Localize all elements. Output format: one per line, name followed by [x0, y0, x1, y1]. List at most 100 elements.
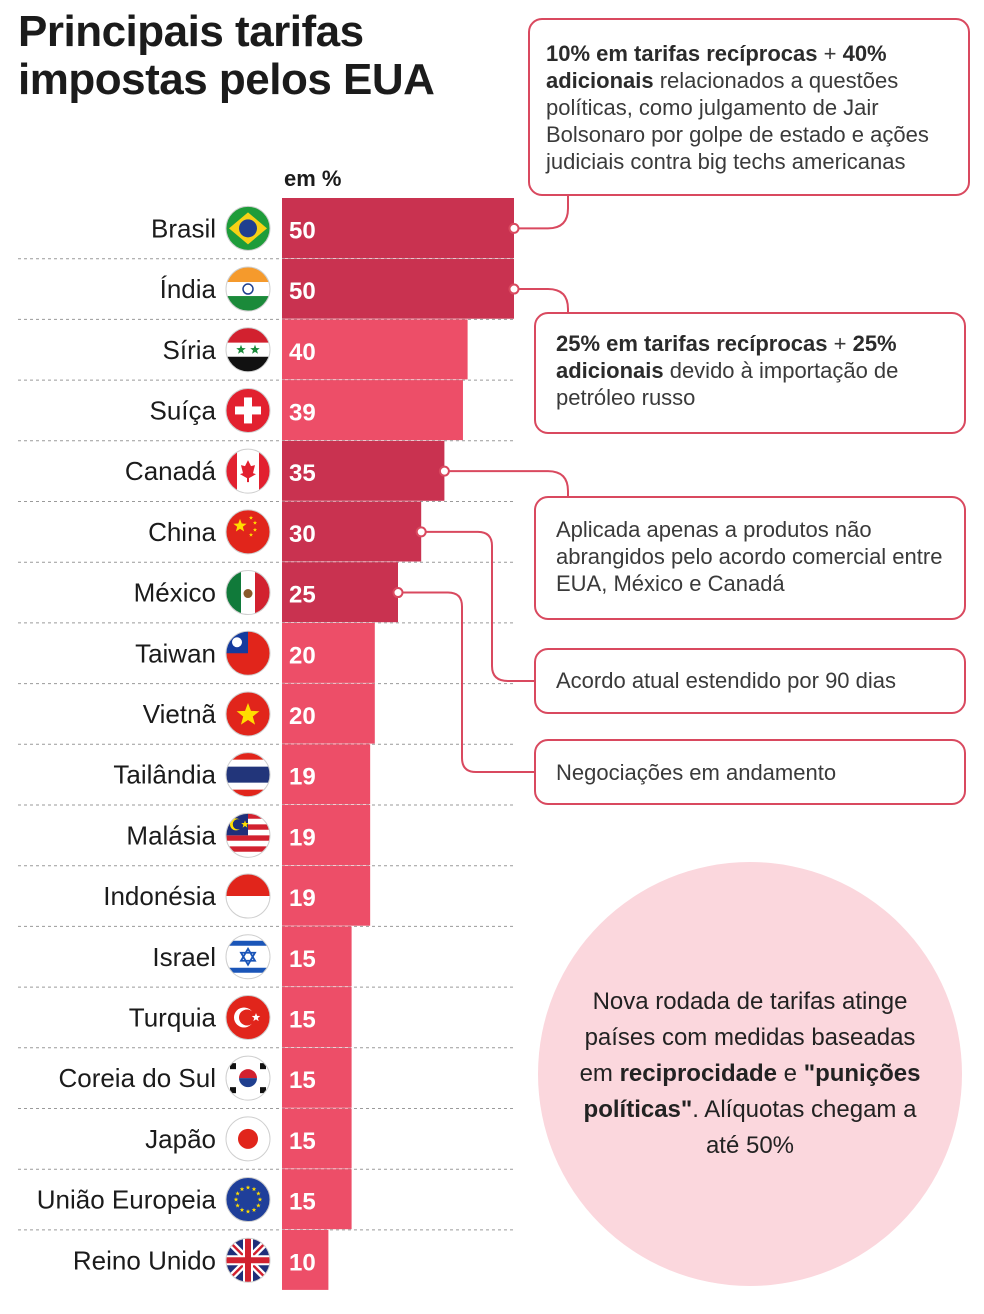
chart-title: Principais tarifas impostas pelos EUA	[18, 7, 435, 104]
annotation-brasil-bold1: 10% em tarifas recíprocas	[546, 41, 818, 66]
annotation-canada-text: Aplicada apenas a produtos não abrangido…	[556, 517, 943, 596]
bar-row-13: Turquia 15	[18, 987, 515, 1049]
unit-label: em %	[284, 166, 342, 191]
turkey-flag-icon	[225, 994, 271, 1040]
annotation-brasil: 10% em tarifas recíprocas + 40% adiciona…	[528, 18, 970, 196]
value-label: 39	[289, 399, 316, 426]
indonesia-flag-icon	[225, 873, 271, 919]
thailand-flag-icon	[225, 752, 271, 798]
bar	[282, 1229, 329, 1290]
value-label: 15	[289, 1067, 316, 1094]
syria-flag-icon	[225, 327, 271, 373]
bar	[282, 805, 371, 865]
bar	[282, 501, 422, 562]
value-label: 35	[289, 460, 316, 487]
malaysia-flag-icon	[225, 812, 271, 858]
bar-row-17: Reino Unido 10	[73, 1229, 329, 1290]
bar-row-12: Israel 15	[18, 926, 515, 988]
country-label: Vietnã	[143, 699, 217, 729]
annotation-india-bold1: 25% em tarifas recíprocas	[556, 331, 828, 356]
value-label: 15	[289, 1189, 316, 1216]
bar	[282, 683, 375, 744]
country-label: Síria	[163, 335, 217, 365]
bar-row-15: Japão 15	[18, 1108, 515, 1170]
value-label: 50	[289, 217, 316, 244]
country-label: Turquia	[129, 1002, 217, 1032]
annotation-india-plus: +	[827, 331, 853, 356]
bar	[282, 380, 463, 441]
bar-row-2: Síria 40	[18, 319, 515, 381]
country-label: Reino Unido	[73, 1245, 216, 1275]
country-label: Suíça	[150, 395, 217, 425]
annotation-mexico: Negociações em andamento	[534, 739, 966, 805]
bar-row-14: Coreia do Sul 15	[18, 1047, 515, 1109]
annotation-india: 25% em tarifas recíprocas + 25% adiciona…	[534, 312, 966, 434]
value-label: 40	[289, 339, 316, 366]
bar	[282, 198, 514, 258]
annotation-canada: Aplicada apenas a produtos não abrangido…	[534, 496, 966, 620]
summary-text: Nova rodada de tarifas atinge países com…	[568, 984, 932, 1164]
bar	[282, 562, 398, 623]
country-label: Malásia	[126, 820, 216, 850]
value-label: 10	[289, 1249, 316, 1276]
annotation-india-bold2: 25% adicionais	[556, 331, 897, 383]
country-label: Indonésia	[103, 881, 216, 911]
connector-dot	[438, 465, 450, 477]
summary-b2: "punições políticas"	[583, 1060, 921, 1123]
israel-flag-icon	[225, 934, 271, 980]
annotation-india-rest: devido à importação de petróleo russo	[556, 358, 899, 410]
bar-row-5: China 30	[18, 501, 515, 563]
bar-row-7: Taiwan 20	[18, 622, 515, 685]
united-kingdom-flag-icon	[225, 1237, 271, 1283]
connector-line	[444, 470, 569, 496]
summary-t3: . Alíquotas chegam a até 50%	[692, 1096, 917, 1159]
south-korea-flag-icon	[225, 1055, 271, 1101]
annotation-china-text: Acordo atual estendido por 90 dias	[556, 668, 897, 693]
european-union-flag-icon	[225, 1177, 271, 1223]
value-label: 15	[289, 946, 316, 973]
brazil-flag-icon	[225, 205, 271, 251]
value-label: 19	[289, 885, 316, 912]
bar-row-1: Índia 50	[18, 258, 515, 320]
connector-line	[398, 591, 534, 773]
bar-row-0: Brasil 50	[18, 198, 515, 260]
country-label: Israel	[152, 942, 216, 972]
taiwan-flag-icon	[225, 630, 271, 676]
canada-flag-icon	[225, 448, 271, 494]
bar-row-11: Indonésia 19	[18, 865, 515, 927]
country-label: Canadá	[125, 456, 217, 486]
bar	[282, 1108, 352, 1169]
summary-circle: Nova rodada de tarifas atinge países com…	[538, 862, 962, 1286]
bar	[282, 1047, 352, 1108]
value-label: 19	[289, 824, 316, 851]
annotation-brasil-bold2: 40% adicionais	[546, 41, 887, 93]
connector-line	[514, 196, 569, 230]
country-label: Tailândia	[113, 760, 216, 790]
vietnam-flag-icon	[225, 691, 271, 737]
bar	[282, 258, 514, 319]
mexico-flag-icon	[225, 570, 271, 616]
bar	[282, 1169, 352, 1230]
bar-row-16: União Europeia 15	[18, 1169, 515, 1231]
connector-dot	[392, 587, 404, 599]
connector-line	[421, 530, 534, 682]
bar	[282, 744, 371, 805]
value-label: 15	[289, 1128, 316, 1155]
bar-row-8: Vietnã 20	[18, 683, 515, 745]
summary-t1: Nova rodada de tarifas atinge países com…	[579, 988, 916, 1087]
country-label: México	[134, 578, 216, 608]
value-label: 20	[289, 703, 316, 730]
japan-flag-icon	[225, 1116, 271, 1162]
value-label: 20	[289, 642, 316, 669]
summary-b1: reciprocidade	[619, 1060, 777, 1087]
bar-row-3: Suíça 39	[18, 380, 515, 442]
value-label: 15	[289, 1006, 316, 1033]
bar-row-6: México 25	[18, 562, 515, 624]
annotation-brasil-plus: +	[817, 41, 843, 66]
bar-row-9: Tailândia 19	[18, 744, 515, 806]
country-label: Taiwan	[135, 638, 216, 668]
value-label: 50	[289, 278, 316, 305]
china-flag-icon	[225, 509, 271, 555]
value-label: 19	[289, 764, 316, 791]
connector-dot	[415, 526, 427, 538]
